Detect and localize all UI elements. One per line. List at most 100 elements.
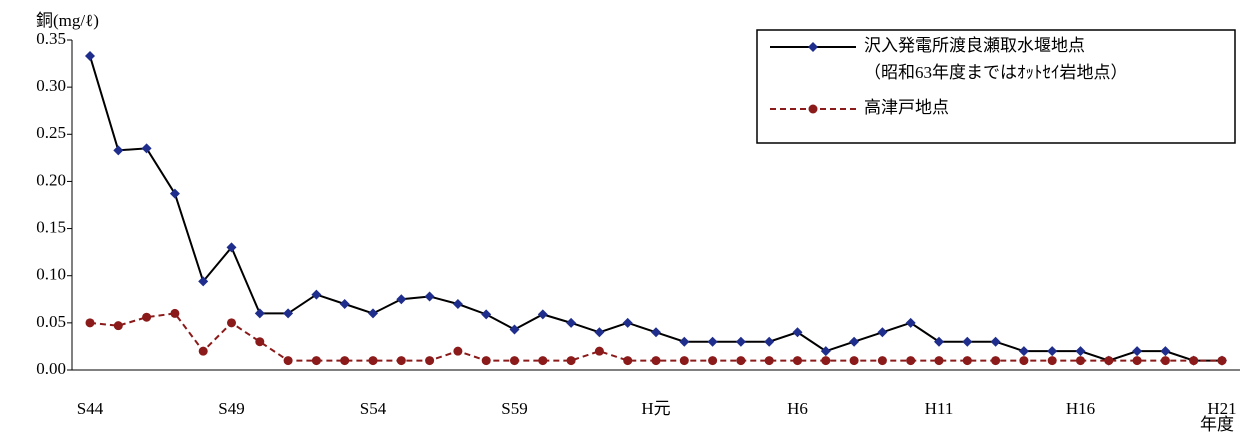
y-tick-label: 0.05 [36,312,66,331]
x-tick-label: H16 [1066,399,1095,418]
marker [141,143,152,154]
marker [793,356,802,366]
marker [113,321,123,331]
marker [1047,346,1058,357]
marker [934,356,944,366]
legend-note: （昭和63年度まではｵｯﾄｾｲ岩地点） [864,63,1128,82]
marker [808,42,818,52]
marker [452,299,463,309]
x-tick-label: H11 [925,399,954,418]
marker [594,346,604,356]
marker [707,336,718,347]
marker [113,145,124,156]
marker [1019,356,1029,366]
marker [510,356,519,366]
marker [198,346,208,356]
legend-label: 高津戸地点 [864,98,949,117]
marker [566,317,577,328]
marker [877,356,887,366]
marker [481,356,491,366]
marker [1075,346,1086,357]
x-tick-label: H6 [787,399,808,418]
marker [283,356,293,366]
y-tick-label: 0.35 [36,29,66,48]
marker [425,356,435,366]
x-tick-label: H21 [1207,399,1236,418]
marker [764,336,775,347]
marker [142,312,152,322]
marker [877,327,888,338]
marker [339,299,350,309]
marker [368,356,378,366]
marker [679,356,689,366]
marker [1160,346,1171,357]
marker [396,294,407,305]
marker [1160,356,1170,366]
marker [735,336,746,347]
marker [424,291,435,302]
marker [962,356,972,366]
y-tick-label: 0.00 [36,359,66,378]
x-tick-label: S54 [360,399,387,418]
marker [1132,356,1142,366]
x-axis-label: 年度 [1200,415,1234,434]
marker [991,356,1001,366]
marker [594,327,605,338]
marker [566,356,576,366]
marker [820,346,831,357]
marker [283,308,294,319]
marker [311,356,321,366]
marker [255,337,265,347]
marker [1018,346,1029,357]
marker [849,336,860,347]
marker [622,317,633,328]
marker [170,308,180,318]
marker [764,356,774,366]
marker [708,356,718,366]
x-tick-label: S59 [501,399,527,418]
marker [169,188,180,199]
marker [226,242,237,253]
marker [1076,356,1085,366]
marker [792,327,803,338]
marker [537,309,548,320]
marker [821,356,831,366]
marker [1217,356,1227,366]
y-tick-label: 0.20 [36,170,66,189]
y-axis-label: 銅(mg/ℓ) [36,11,99,30]
x-tick-label: H元 [641,399,670,418]
marker [1189,356,1199,366]
marker [990,336,1001,347]
legend-label: 沢入発電所渡良瀬取水堰地点 [864,36,1085,55]
marker [905,317,916,328]
marker [1104,356,1114,366]
marker [962,336,973,347]
marker [651,327,661,338]
x-tick-label: S49 [218,399,244,418]
marker [679,336,690,347]
marker [906,356,916,366]
marker [340,356,350,366]
marker [934,336,944,347]
y-tick-label: 0.30 [36,76,66,95]
y-tick-label: 0.15 [36,217,66,236]
marker [623,356,633,366]
legend [756,29,1236,144]
marker [481,309,492,320]
marker [736,356,746,366]
marker [808,104,818,114]
marker [538,356,548,366]
marker [311,289,322,300]
marker [368,308,378,319]
marker [396,356,406,366]
marker [254,308,265,319]
marker [1047,356,1057,366]
x-tick-label: S44 [77,399,104,418]
marker [1132,346,1143,357]
marker [227,318,236,328]
marker [651,356,661,366]
y-tick-label: 0.10 [36,265,66,284]
marker [85,51,95,62]
marker [85,318,95,328]
